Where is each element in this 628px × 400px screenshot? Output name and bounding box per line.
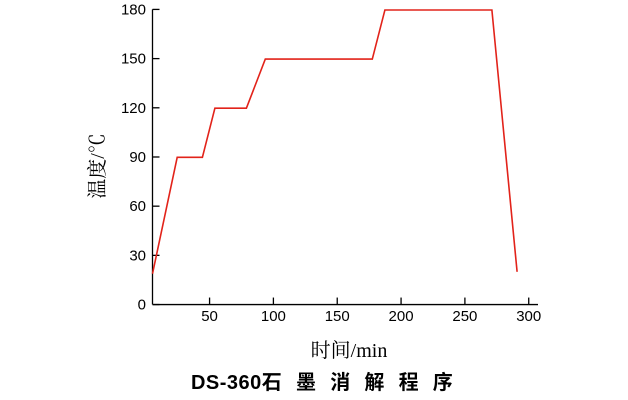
svg-text:0: 0 bbox=[138, 297, 146, 314]
svg-text:150: 150 bbox=[325, 308, 350, 325]
svg-text:温度/℃: 温度/℃ bbox=[86, 133, 109, 199]
svg-text:90: 90 bbox=[129, 149, 146, 166]
svg-text:100: 100 bbox=[261, 308, 286, 325]
svg-text:200: 200 bbox=[389, 308, 414, 325]
svg-text:60: 60 bbox=[129, 198, 146, 215]
svg-text:30: 30 bbox=[129, 247, 146, 264]
svg-text:250: 250 bbox=[452, 308, 477, 325]
svg-text:DS-360石墨消解程序: DS-360石墨消解程序 bbox=[191, 370, 467, 394]
svg-text:120: 120 bbox=[121, 100, 146, 117]
svg-text:时间/min: 时间/min bbox=[311, 339, 388, 362]
svg-text:50: 50 bbox=[201, 308, 218, 325]
svg-text:300: 300 bbox=[516, 308, 541, 325]
svg-text:180: 180 bbox=[121, 1, 146, 18]
svg-text:150: 150 bbox=[121, 51, 146, 68]
